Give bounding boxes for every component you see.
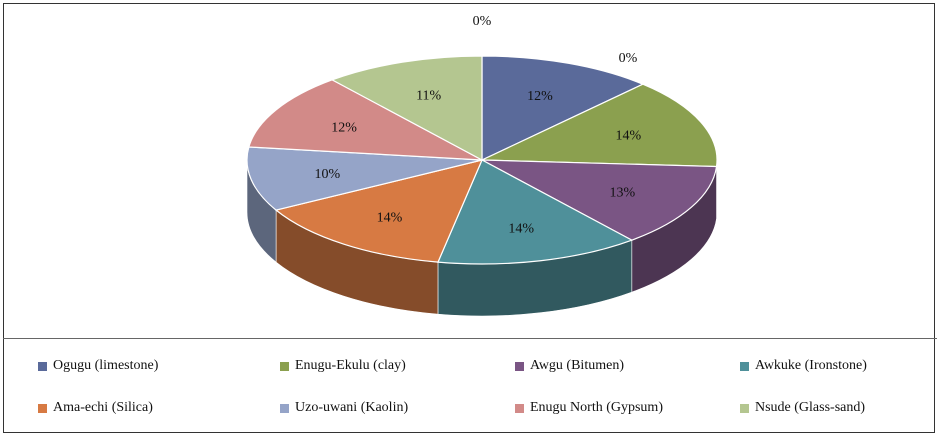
legend-divider: [3, 338, 937, 339]
legend-item-uzo-uwani-kaolin: Uzo-uwani (Kaolin): [280, 398, 408, 418]
pie-slice-nsude-glass-sand: [330, 55, 483, 162]
legend-label: Nsude (Glass-sand): [755, 400, 866, 415]
legend-label: Uzo-uwani (Kaolin): [295, 400, 409, 415]
legend-item-awkuke-ironstone: Awkuke (Ironstone): [740, 356, 867, 376]
legend-item-enugu-north-gypsum: Enugu North (Gypsum): [515, 398, 663, 418]
pie-slice-ama-echi-silica: [274, 159, 484, 263]
data-label-uzo-uwani-kaolin: 10%: [315, 167, 341, 182]
legend-swatch: [515, 361, 524, 371]
pie-slice-uzo-uwani-kaolin: [246, 146, 483, 211]
pie-labels: 12% 14% 13% 14% 14% 10% 12% 11% 0% 0%: [315, 14, 642, 236]
legend-label: Ogugu (limestone): [53, 358, 159, 373]
legend-label: Awgu (Bitumen): [530, 358, 624, 373]
legend-swatch: [38, 361, 47, 371]
pie-slice-awgu-bitumen: [481, 159, 718, 241]
legend-item-enugu-ekulu-clay: Enugu-Ekulu (clay): [280, 356, 406, 376]
data-label-nsude-glass-sand: 11%: [416, 88, 441, 103]
data-label-ama-echi-silica: 14%: [377, 210, 403, 225]
legend-swatch: [38, 403, 47, 413]
data-label-awkuke-ironstone: 14%: [508, 221, 534, 236]
legend-item-awgu-bitumen: Awgu (Bitumen): [515, 356, 624, 376]
data-label-awgu-bitumen: 13%: [609, 186, 635, 201]
pie-chart: 12% 14% 13% 14% 14% 10% 12% 11% 0% 0%: [246, 14, 718, 317]
data-label-zero-2: 0%: [619, 51, 638, 66]
legend-label: Enugu North (Gypsum): [530, 400, 663, 415]
pie-slice-awkuke-ironstone: [437, 159, 634, 265]
legend-swatch: [515, 403, 524, 413]
pie-tops: [246, 55, 718, 265]
data-label-enugu-ekulu-clay: 14%: [616, 128, 642, 143]
pie-slice-enugu-ekulu-clay: [481, 83, 718, 168]
pie-slice-ogugu-limestone: [481, 55, 645, 161]
legend-item-ogugu-limestone: Ogugu (limestone): [38, 356, 158, 376]
pie-slice-enugu-north-gypsum: [248, 79, 483, 161]
data-label-enugu-north-gypsum: 12%: [331, 120, 357, 135]
legend-item-nsude-glass-sand: Nsude (Glass-sand): [740, 398, 865, 418]
legend-label: Ama-echi (Silica): [53, 400, 153, 415]
legend-label: Enugu-Ekulu (clay): [295, 358, 406, 373]
legend-swatch: [740, 403, 749, 413]
data-label-zero-1: 0%: [473, 14, 492, 29]
legend-item-ama-echi-silica: Ama-echi (Silica): [38, 398, 153, 418]
data-label-ogugu-limestone: 12%: [527, 89, 553, 104]
legend-swatch: [280, 361, 289, 371]
legend-label: Awkuke (Ironstone): [755, 358, 867, 373]
legend-swatch: [740, 361, 749, 371]
legend-swatch: [280, 403, 289, 413]
